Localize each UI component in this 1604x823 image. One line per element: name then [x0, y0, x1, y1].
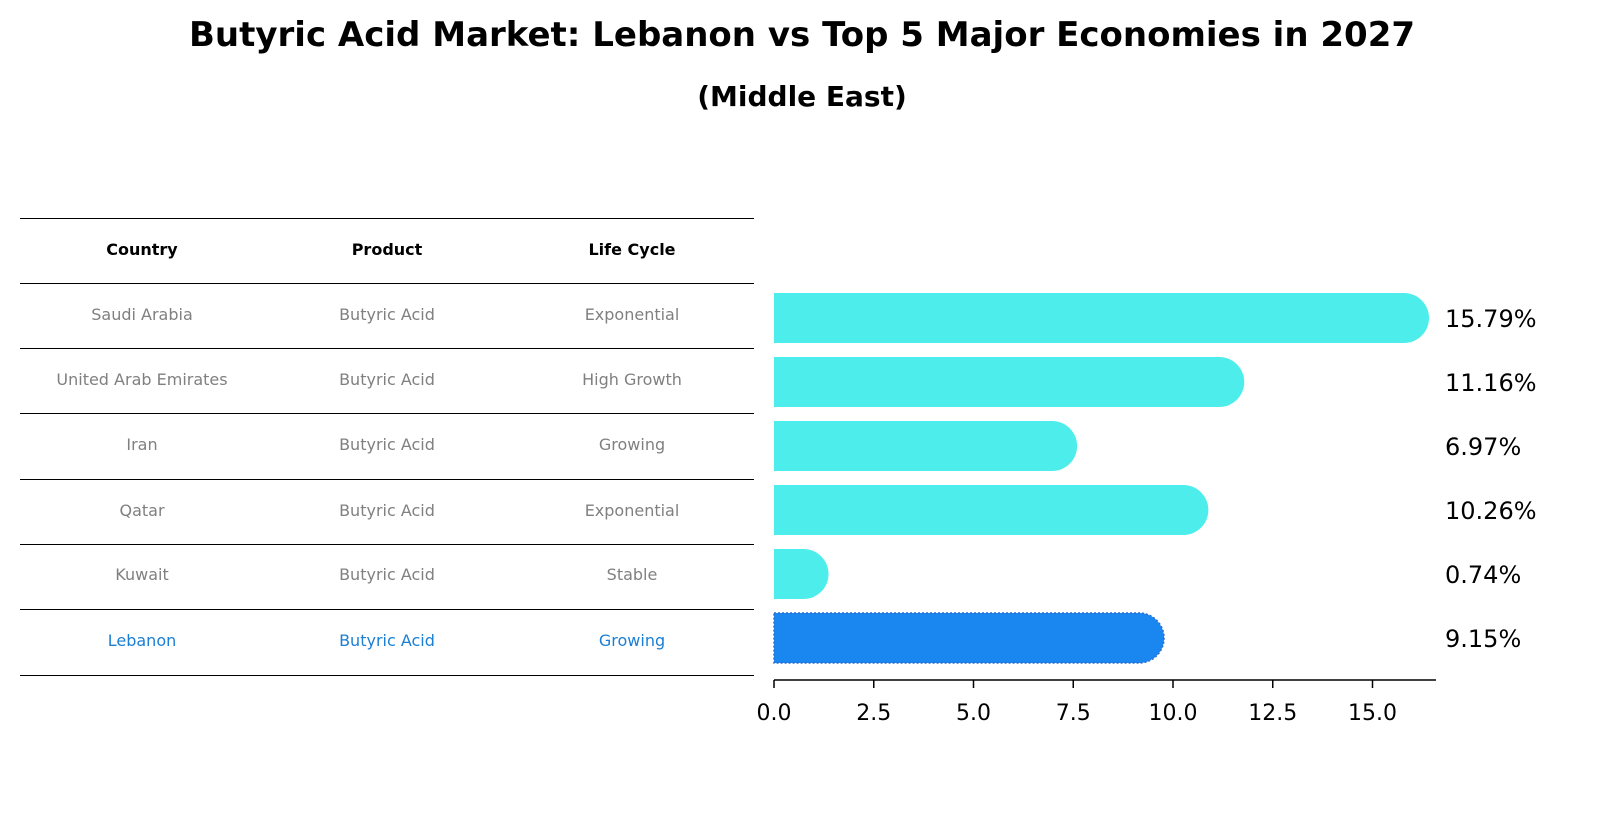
- x-tick-label: 10.0: [1149, 701, 1198, 726]
- table-cell-life-cycle: Exponential: [584, 305, 680, 324]
- table-cell-country: Lebanon: [107, 631, 177, 650]
- value-label: 9.15%: [1445, 625, 1521, 653]
- table-header-life-cycle: Life Cycle: [588, 240, 676, 259]
- table-cell-product: Butyric Acid: [339, 435, 435, 454]
- table-cell-product: Butyric Acid: [339, 631, 435, 650]
- table-cell-product: Butyric Acid: [339, 501, 435, 520]
- table-cell-country: United Arab Emirates: [56, 370, 228, 389]
- table-cell-product: Butyric Acid: [339, 565, 435, 584]
- table-cell-product: Butyric Acid: [339, 370, 435, 389]
- x-tick-label: 2.5: [856, 701, 891, 726]
- value-label: 15.79%: [1445, 305, 1537, 333]
- x-tick-label: 12.5: [1248, 701, 1297, 726]
- table-rule: [20, 218, 754, 219]
- table-cell-country: Kuwait: [115, 565, 169, 584]
- value-label: 6.97%: [1445, 433, 1521, 461]
- x-tick-label: 0.0: [757, 701, 792, 726]
- table-cell-product: Butyric Acid: [339, 305, 435, 324]
- bar-lebanon: [773, 612, 1165, 664]
- bar-qatar: [774, 485, 1209, 535]
- bar-kuwait: [774, 549, 829, 599]
- table-cell-life-cycle: Stable: [606, 565, 658, 584]
- value-label: 11.16%: [1445, 369, 1537, 397]
- table-cell-life-cycle: High Growth: [582, 370, 682, 389]
- table-cell-life-cycle: Growing: [598, 631, 666, 650]
- table-header-product: Product: [351, 240, 423, 259]
- x-tick-label: 5.0: [956, 701, 991, 726]
- chart-title: Butyric Acid Market: Lebanon vs Top 5 Ma…: [188, 15, 1416, 55]
- bar-saudi-arabia: [774, 293, 1430, 343]
- table-cell-country: Saudi Arabia: [91, 305, 193, 324]
- table-rule: [20, 479, 754, 480]
- table-header-country: Country: [106, 240, 178, 259]
- bar-united-arab-emirates: [774, 357, 1245, 407]
- x-tick-label: 7.5: [1056, 701, 1091, 726]
- table-cell-life-cycle: Growing: [598, 435, 666, 454]
- table-cell-life-cycle: Exponential: [584, 501, 680, 520]
- value-label: 0.74%: [1445, 561, 1521, 589]
- table-rule: [20, 609, 754, 610]
- table-cell-country: Iran: [126, 435, 158, 454]
- chart-subtitle: (Middle East): [697, 80, 907, 113]
- table-rule: [20, 544, 754, 545]
- table-rule: [20, 675, 754, 676]
- table-rule: [20, 413, 754, 414]
- table-cell-country: Qatar: [119, 501, 165, 520]
- bar-iran: [774, 421, 1078, 471]
- value-label: 10.26%: [1445, 497, 1537, 525]
- table-rule: [20, 348, 754, 349]
- table-rule: [20, 283, 754, 284]
- x-tick-label: 15.0: [1348, 701, 1397, 726]
